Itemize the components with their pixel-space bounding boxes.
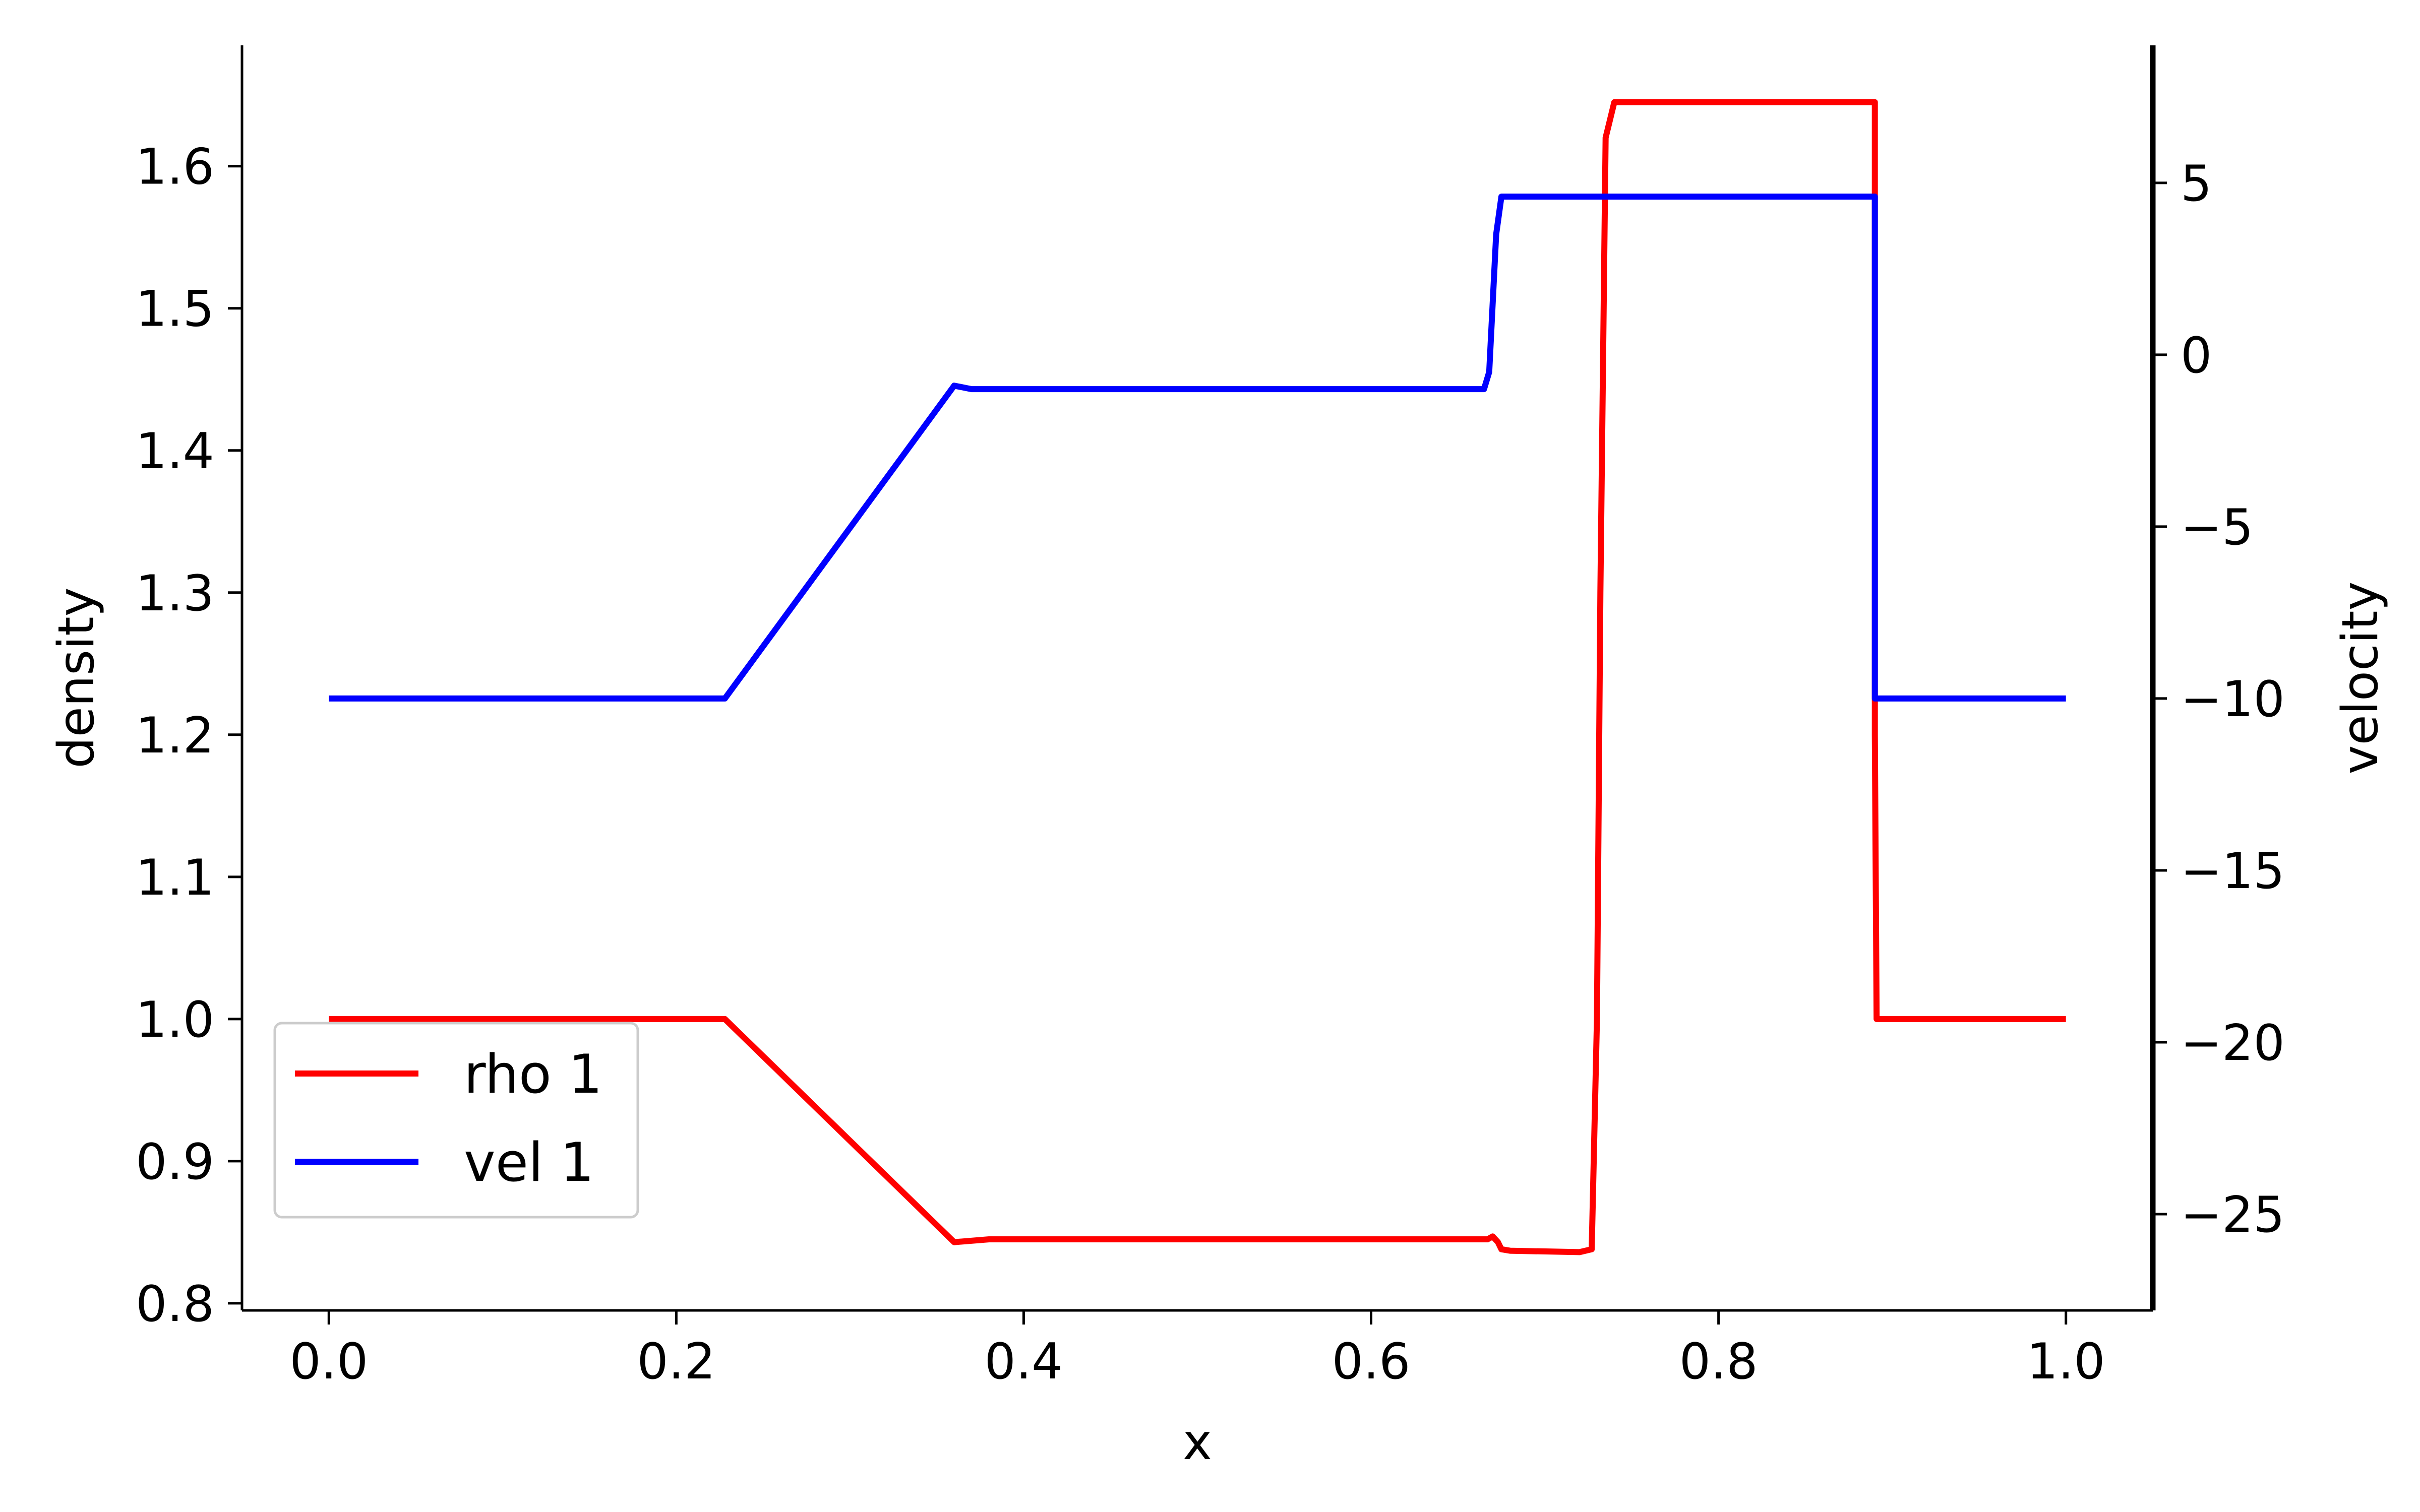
series-line-1	[329, 99, 2066, 1255]
legend-label-2: vel 1	[464, 1131, 594, 1193]
ticks-layer: 0.0 0.2 0.4 0.6 0.8 1.0 0.8 0.9 1.0 1.1 1.2 1.3 1.4 1…	[136, 139, 2285, 1391]
legend-label-1: rho 1	[464, 1043, 602, 1105]
y-left-tick-label: 0.9	[136, 1133, 214, 1191]
x-tick-label: 1.0	[2027, 1333, 2105, 1391]
x-tick-label: 0.2	[637, 1333, 715, 1391]
y-left-tick-label: 1.0	[136, 991, 214, 1049]
y-right-tick-label: −15	[2181, 843, 2285, 900]
x-tick-label: 0.8	[1679, 1333, 1758, 1391]
y-left-tick-label: 1.1	[136, 849, 214, 907]
x-tick-label: 0.4	[985, 1333, 1063, 1391]
series-layer	[329, 99, 2066, 1255]
y-left-tick-label: 1.4	[136, 423, 214, 480]
y-left-tick-label: 1.3	[136, 565, 214, 622]
x-tick-label: 0.0	[289, 1333, 368, 1391]
x-tick-label: 0.6	[1332, 1333, 1411, 1391]
y-left-tick-label: 1.2	[136, 707, 214, 765]
legend: rho 1 vel 1	[273, 1022, 639, 1219]
y-left-tick-label: 0.8	[136, 1276, 214, 1333]
y-right-tick-label: −5	[2181, 499, 2253, 556]
y-left-tick-label: 1.5	[136, 281, 214, 338]
chart-spines	[240, 45, 2156, 1312]
y-right-tick-label: −25	[2181, 1186, 2285, 1244]
x-axis-title: x	[1183, 1414, 1212, 1471]
y-axis-left-title: density	[48, 587, 105, 768]
y-right-tick-label: 0	[2181, 327, 2212, 385]
y-left-tick-label: 1.6	[136, 139, 214, 196]
y-right-tick-label: −20	[2181, 1015, 2285, 1072]
y-axis-right-title: velocity	[2332, 581, 2389, 774]
y-right-tick-label: 5	[2181, 155, 2212, 213]
series-line-2	[329, 194, 2066, 702]
y-right-tick-label: −10	[2181, 671, 2285, 728]
